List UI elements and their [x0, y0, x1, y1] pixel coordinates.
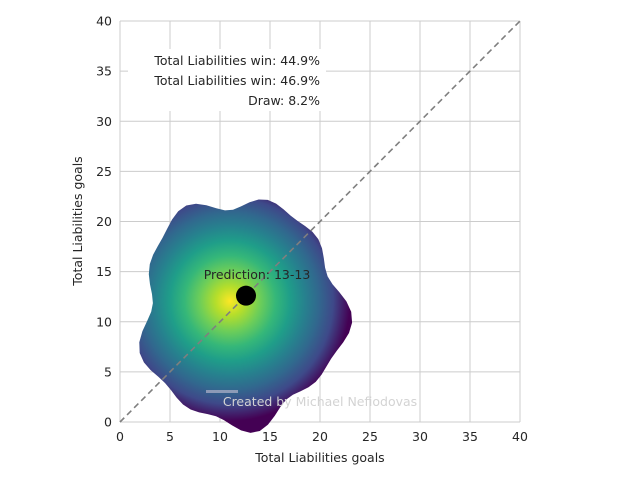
x-tick-label: 0: [116, 429, 124, 444]
y-tick-label: 30: [96, 114, 112, 129]
y-tick-label: 15: [96, 264, 112, 279]
x-tick-label: 20: [312, 429, 328, 444]
outcome-box-background: [128, 49, 326, 111]
y-tick-label: 20: [96, 214, 112, 229]
x-axis-ticks: 0 5 10 15 20 25 30 35 40: [116, 429, 528, 444]
watermark-mark: [206, 390, 238, 393]
watermark: Created by Michael Nefiodovas: [206, 390, 417, 409]
draw-text: Draw: 8.2%: [248, 93, 320, 108]
diagonal-line: [119, 20, 521, 423]
density-contour: [139, 199, 353, 433]
x-tick-label: 30: [412, 429, 428, 444]
prediction-label: Prediction: 13-13: [204, 267, 311, 282]
x-tick-label: 15: [262, 429, 278, 444]
y-tick-label: 0: [104, 415, 112, 430]
y-axis-label: Total Liabilities goals: [70, 156, 85, 286]
y-tick-label: 25: [96, 164, 112, 179]
outcome-probability-box: Total Liabilities win: 44.9% Total Liabi…: [128, 49, 326, 111]
x-tick-label: 35: [462, 429, 478, 444]
y-axis-ticks: 0 5 10 15 20 25 30 35 40: [96, 14, 112, 430]
watermark-text: Created by Michael Nefiodovas: [223, 394, 417, 409]
y-tick-label: 10: [96, 314, 112, 329]
x-tick-label: 10: [212, 429, 228, 444]
away-win-text: Total Liabilities win: 46.9%: [153, 73, 320, 88]
x-tick-label: 40: [512, 429, 528, 444]
x-tick-label: 5: [166, 429, 174, 444]
x-axis-label: Total Liabilities goals: [254, 450, 384, 465]
y-tick-label: 35: [96, 64, 112, 79]
x-tick-label: 25: [362, 429, 378, 444]
prediction-point: [236, 285, 256, 306]
y-tick-label: 40: [96, 14, 112, 29]
home-win-text: Total Liabilities win: 44.9%: [153, 53, 320, 68]
y-tick-label: 5: [104, 364, 112, 379]
